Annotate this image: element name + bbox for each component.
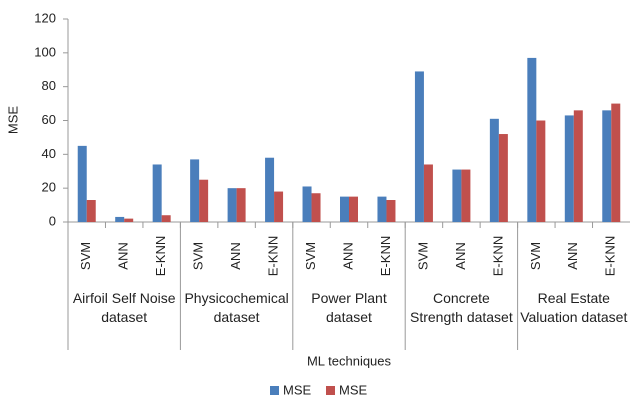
bar — [115, 216, 125, 222]
group-label: Power Plant dataset — [311, 290, 387, 325]
y-axis-title: MSE — [5, 106, 20, 135]
group-label: Physicochemical dataset — [184, 290, 289, 325]
bar — [152, 164, 162, 222]
bar — [274, 191, 284, 222]
y-tick-label: 80 — [42, 78, 56, 93]
x-tick-label: SVM — [191, 242, 206, 270]
x-axis-title: ML techniques — [307, 353, 392, 368]
bar — [377, 196, 387, 222]
bar — [311, 193, 321, 222]
x-tick-label: SVM — [528, 242, 543, 270]
x-tick-label: SVM — [303, 242, 318, 270]
bar — [611, 103, 621, 222]
bar — [573, 110, 583, 222]
bar — [227, 188, 237, 222]
x-tick-label: ANN — [453, 242, 468, 269]
bar — [414, 71, 424, 222]
group-label: Concrete Strength dataset — [410, 290, 513, 325]
x-tick-label: E-KNN — [153, 236, 168, 276]
bar — [386, 200, 396, 222]
bar — [265, 157, 275, 222]
x-tick-label: ANN — [228, 242, 243, 269]
x-tick-label: SVM — [78, 242, 93, 270]
bar — [452, 169, 462, 222]
group-label: Airfoil Self Noise dataset — [72, 290, 176, 325]
bar — [199, 179, 209, 222]
bar — [77, 145, 87, 222]
y-tick-label: 120 — [34, 10, 56, 25]
x-tick-label: ANN — [340, 242, 355, 269]
y-tick-label: 60 — [42, 112, 56, 127]
bar — [302, 186, 312, 222]
bar — [423, 164, 433, 222]
bar — [161, 215, 171, 222]
bar — [536, 120, 546, 222]
y-tick-label: 40 — [42, 146, 56, 161]
y-tick-label: 100 — [34, 44, 56, 59]
bar — [190, 159, 200, 222]
y-tick-label: 20 — [42, 180, 56, 195]
legend-swatch — [270, 386, 279, 395]
bar — [489, 118, 499, 222]
legend-label: MSE — [339, 382, 368, 397]
x-tick-label: ANN — [116, 242, 131, 269]
x-tick-label: E-KNN — [603, 236, 618, 276]
x-tick-label: SVM — [415, 242, 430, 270]
legend-swatch — [326, 386, 335, 395]
bar — [564, 115, 574, 222]
x-tick-label: ANN — [565, 242, 580, 269]
y-tick-label: 0 — [49, 213, 56, 228]
bar — [340, 196, 349, 222]
bar — [461, 169, 471, 222]
bar — [86, 200, 96, 222]
x-tick-label: E-KNN — [490, 236, 505, 276]
bar — [527, 57, 537, 223]
x-tick-label: E-KNN — [378, 236, 393, 276]
bar — [124, 218, 134, 222]
bar — [602, 110, 612, 222]
bar — [349, 196, 358, 222]
legend-label: MSE — [283, 382, 312, 397]
bar — [498, 134, 508, 222]
bar — [236, 188, 246, 222]
group-label: Real Estate Valuation dataset — [520, 290, 628, 325]
x-tick-label: E-KNN — [266, 236, 281, 276]
